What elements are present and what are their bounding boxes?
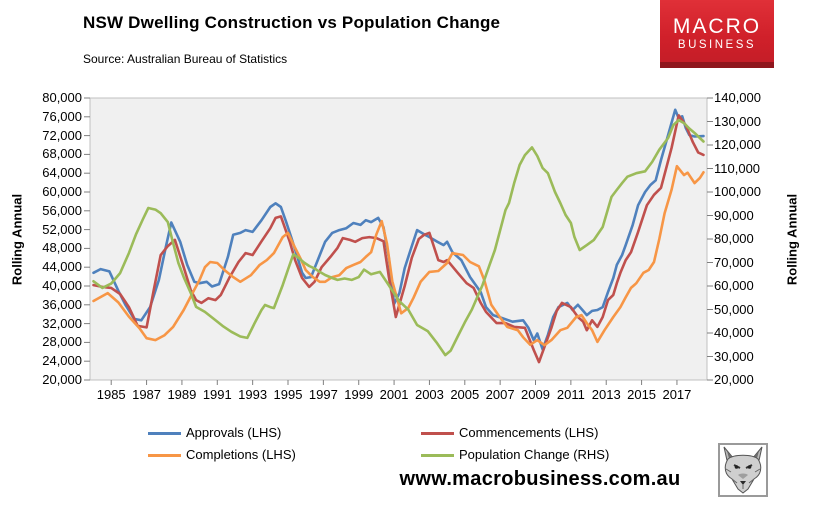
x-axis-label: 2003 — [414, 387, 444, 402]
left-axis-label: 48,000 — [42, 240, 82, 256]
left-axis-label: 52,000 — [42, 221, 82, 237]
left-axis-label: 36,000 — [42, 296, 82, 312]
right-axis-label: 30,000 — [714, 348, 754, 364]
right-axis-label: 50,000 — [714, 301, 754, 317]
x-axis-label: 1999 — [344, 387, 374, 402]
x-axis-label: 1997 — [308, 387, 338, 402]
x-axis-label: 1993 — [238, 387, 268, 402]
right-axis-title: Rolling Annual — [784, 193, 800, 286]
macrobusiness-logo: MACRO BUSINESS — [660, 0, 774, 68]
x-axis-label: 2013 — [591, 387, 621, 402]
x-axis-label: 2001 — [379, 387, 409, 402]
left-axis-label: 80,000 — [42, 90, 82, 105]
legend-marker — [148, 432, 181, 435]
right-axis-label: 120,000 — [714, 137, 761, 152]
series-line-2 — [92, 114, 705, 364]
legend-label: Approvals (LHS) — [186, 425, 282, 440]
right-axis-label: 20,000 — [714, 372, 754, 387]
website-url: www.macrobusiness.com.au — [399, 468, 681, 490]
logo-text-business: BUSINESS — [677, 39, 757, 51]
x-axis-label: 2015 — [627, 387, 657, 402]
series-line-1 — [92, 108, 705, 351]
left-axis-label: 72,000 — [42, 127, 82, 143]
left-axis-label: 68,000 — [42, 146, 82, 162]
right-axis-label: 90,000 — [714, 207, 754, 223]
x-axis-label: 2005 — [450, 387, 480, 402]
right-axis-label: 60,000 — [714, 278, 754, 293]
x-axis-label: 2011 — [556, 387, 585, 402]
legend-label: Completions (LHS) — [186, 447, 296, 462]
left-axis-label: 24,000 — [42, 353, 82, 369]
right-axis-label: 70,000 — [714, 254, 754, 270]
left-axis-label: 64,000 — [42, 165, 82, 181]
chart-source: Source: Australian Bureau of Statistics — [83, 52, 288, 66]
legend-marker — [421, 454, 454, 457]
right-axis-label: 130,000 — [714, 113, 761, 129]
left-axis-label: 44,000 — [42, 259, 82, 275]
left-axis-label: 76,000 — [42, 108, 82, 124]
x-axis-label: 1985 — [96, 387, 126, 402]
chart-title: NSW Dwelling Construction vs Population … — [83, 13, 501, 32]
logo-bottom-strip — [660, 62, 774, 68]
series-line-4 — [92, 118, 705, 357]
x-axis-label: 1991 — [202, 387, 232, 402]
x-axis-label: 2009 — [521, 387, 550, 402]
legend-marker — [148, 454, 181, 457]
left-axis-label: 20,000 — [42, 372, 82, 387]
wolf-icon — [718, 443, 768, 497]
left-axis-label: 28,000 — [42, 334, 82, 350]
plot-area — [89, 97, 708, 381]
left-axis-label: 60,000 — [42, 184, 82, 199]
legend-label: Commencements (LHS) — [459, 425, 599, 440]
x-axis-label: 1989 — [167, 387, 197, 402]
left-axis-label: 32,000 — [42, 315, 82, 331]
right-axis-label: 140,000 — [714, 90, 761, 105]
left-axis-label: 56,000 — [42, 202, 82, 218]
x-axis-label: 1995 — [273, 387, 303, 402]
right-axis-label: 40,000 — [714, 325, 754, 340]
left-axis-label: 40,000 — [42, 278, 82, 293]
logo-text-macro: MACRO — [672, 15, 762, 38]
x-axis-label: 1987 — [132, 387, 162, 402]
right-axis-label: 100,000 — [714, 184, 761, 199]
series-line-3 — [92, 164, 705, 347]
legend-label: Population Change (RHS) — [459, 447, 610, 462]
right-axis-label: 110,000 — [714, 160, 761, 176]
right-axis-label: 80,000 — [714, 231, 754, 246]
x-axis-label: 2017 — [662, 387, 692, 402]
legend-marker — [421, 432, 454, 435]
x-axis-label: 2007 — [485, 387, 515, 402]
